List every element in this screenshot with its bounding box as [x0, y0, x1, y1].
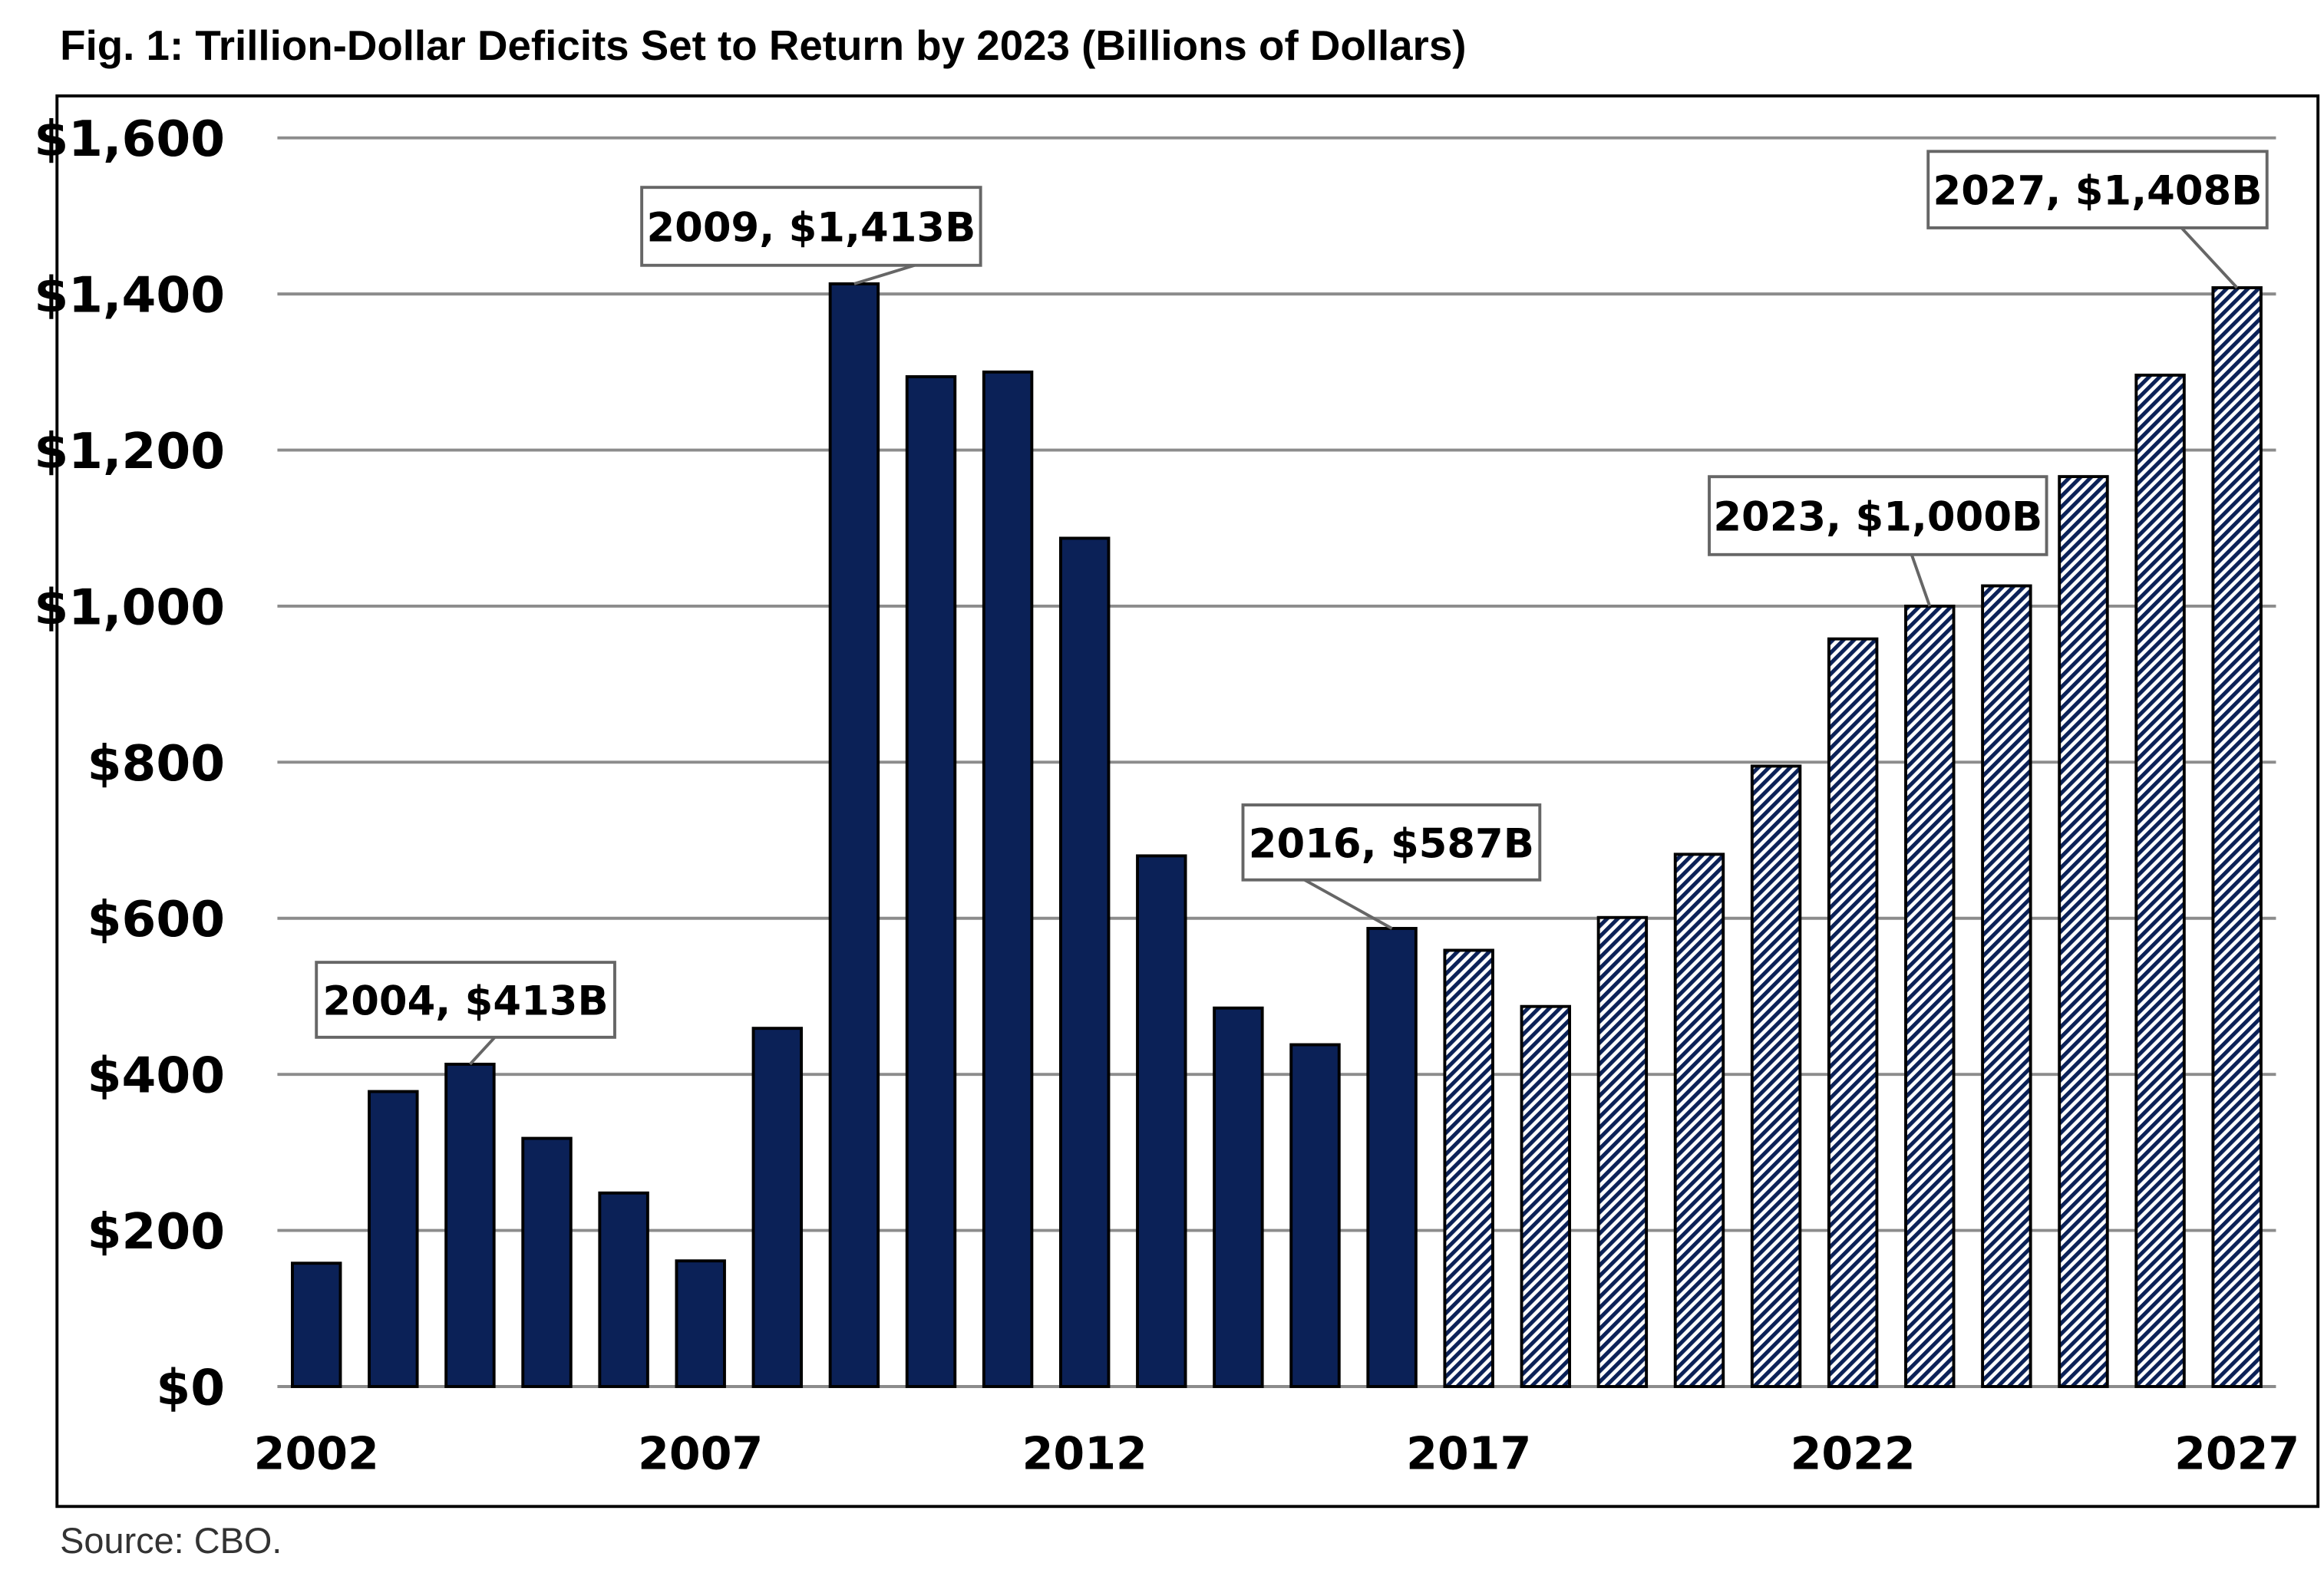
callout-leader — [1303, 878, 1393, 930]
callout-2023: 2023, $1,000B — [1708, 475, 2048, 607]
x-tick-label: 2027 — [2174, 1427, 2299, 1479]
y-tick-label: $1,600 — [34, 110, 225, 168]
callout-label: 2009, $1,413B — [646, 205, 975, 252]
callout-label: 2016, $587B — [1249, 820, 1534, 867]
bar-2004 — [444, 1062, 496, 1388]
callout-leader — [2180, 226, 2239, 289]
bar-2014 — [1213, 1006, 1264, 1388]
bar-2017 — [1443, 948, 1494, 1388]
callout-leader — [853, 263, 916, 285]
bar-2018 — [1520, 1004, 1571, 1388]
callout-2016: 2016, $587B — [1241, 803, 1542, 930]
callout-label: 2027, $1,408B — [1933, 168, 2263, 215]
bar-2025 — [2058, 475, 2109, 1388]
callout-leader — [1910, 554, 1932, 607]
bar-2006 — [598, 1191, 649, 1388]
callout-2004: 2004, $413B — [315, 961, 616, 1066]
chart-title: Fig. 1: Trillion-Dollar Deficits Set to … — [60, 21, 1466, 69]
callout-label: 2023, $1,000B — [1713, 494, 2042, 541]
y-tick-label: $1,200 — [34, 423, 225, 480]
x-tick-label: 2002 — [254, 1427, 379, 1479]
bar-2019 — [1596, 915, 1649, 1388]
y-tick-label: $600 — [87, 891, 225, 948]
x-tick-label: 2017 — [1406, 1427, 1531, 1479]
bar-2011 — [982, 370, 1034, 1388]
bar-2010 — [905, 374, 957, 1388]
bar-2022 — [1827, 637, 1879, 1388]
x-tick-label: 2022 — [1791, 1427, 1916, 1479]
bar-2009 — [828, 282, 880, 1388]
bar-2005 — [521, 1136, 573, 1388]
callout-box — [315, 961, 616, 1039]
bar-2003 — [368, 1090, 419, 1388]
callout-leader — [468, 1036, 497, 1066]
y-tick-label: $400 — [87, 1047, 225, 1105]
bar-2020 — [1673, 852, 1725, 1388]
bar-2008 — [751, 1027, 804, 1388]
bar-2021 — [1750, 764, 1802, 1388]
y-tick-label: $800 — [87, 735, 225, 793]
chart-frame — [55, 94, 2320, 1509]
x-tick-label: 2012 — [1022, 1427, 1147, 1479]
callout-box — [1926, 150, 2269, 229]
callout-box — [1241, 803, 1542, 882]
bar-2026 — [2134, 373, 2186, 1388]
bar-2015 — [1289, 1043, 1341, 1388]
bar-2012 — [1058, 536, 1111, 1388]
bar-2027 — [2211, 286, 2263, 1388]
bar-2016 — [1366, 927, 1418, 1388]
y-tick-label: $200 — [87, 1203, 225, 1261]
callout-2009: 2009, $1,413B — [640, 186, 982, 285]
bar-2002 — [291, 1261, 342, 1388]
x-tick-label: 2007 — [638, 1427, 763, 1479]
bar-2007 — [675, 1259, 726, 1388]
callout-label: 2004, $413B — [323, 978, 609, 1025]
y-tick-label: $1,400 — [34, 267, 225, 325]
bar-2023 — [1904, 604, 1956, 1388]
bar-2024 — [1981, 584, 2032, 1388]
bar-2013 — [1136, 854, 1187, 1388]
y-tick-label: $0 — [156, 1359, 225, 1416]
source-note: Source: CBO. — [60, 1521, 282, 1561]
callout-box — [1708, 475, 2048, 556]
callout-box — [640, 186, 982, 267]
y-tick-label: $1,000 — [34, 579, 225, 636]
callout-2027: 2027, $1,408B — [1926, 150, 2269, 289]
